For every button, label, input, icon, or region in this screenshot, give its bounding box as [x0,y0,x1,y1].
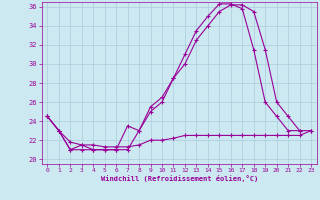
X-axis label: Windchill (Refroidissement éolien,°C): Windchill (Refroidissement éolien,°C) [100,175,258,182]
